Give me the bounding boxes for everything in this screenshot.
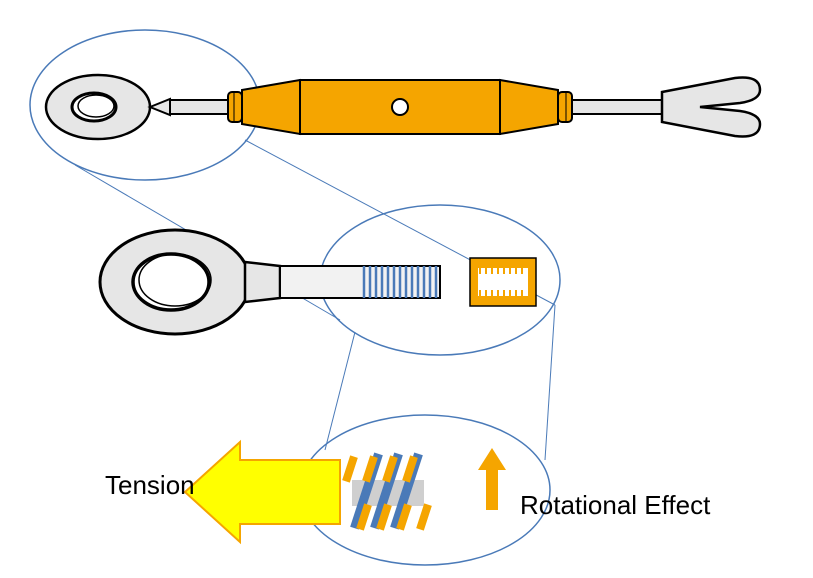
turnbuckle-left-cone bbox=[242, 80, 300, 134]
detail-sleeve-thread-7 bbox=[416, 503, 432, 530]
turnbuckle bbox=[46, 75, 760, 139]
detail-sleeve-thread-0 bbox=[342, 455, 358, 482]
eye-bolt bbox=[100, 230, 536, 334]
turnbuckle-fork bbox=[662, 78, 760, 137]
thread-detail bbox=[342, 453, 432, 531]
callout-line-2 bbox=[325, 332, 355, 450]
rotational-label: Rotational Effect bbox=[520, 490, 710, 521]
turnbuckle-hole bbox=[392, 99, 408, 115]
rotation-arrow bbox=[478, 448, 506, 510]
eye-bolt-shaft bbox=[280, 266, 440, 298]
turnbuckle-left-cap bbox=[228, 92, 242, 122]
tension-label: Tension bbox=[105, 470, 195, 501]
turnbuckle-shaft-right bbox=[572, 100, 662, 114]
turnbuckle-right-cone bbox=[500, 80, 558, 134]
turnbuckle-right-cap bbox=[558, 92, 572, 122]
turnbuckle-shaft-left bbox=[170, 100, 228, 114]
eye-bolt-eye-hole bbox=[133, 254, 209, 310]
callout-line-3 bbox=[545, 305, 555, 460]
